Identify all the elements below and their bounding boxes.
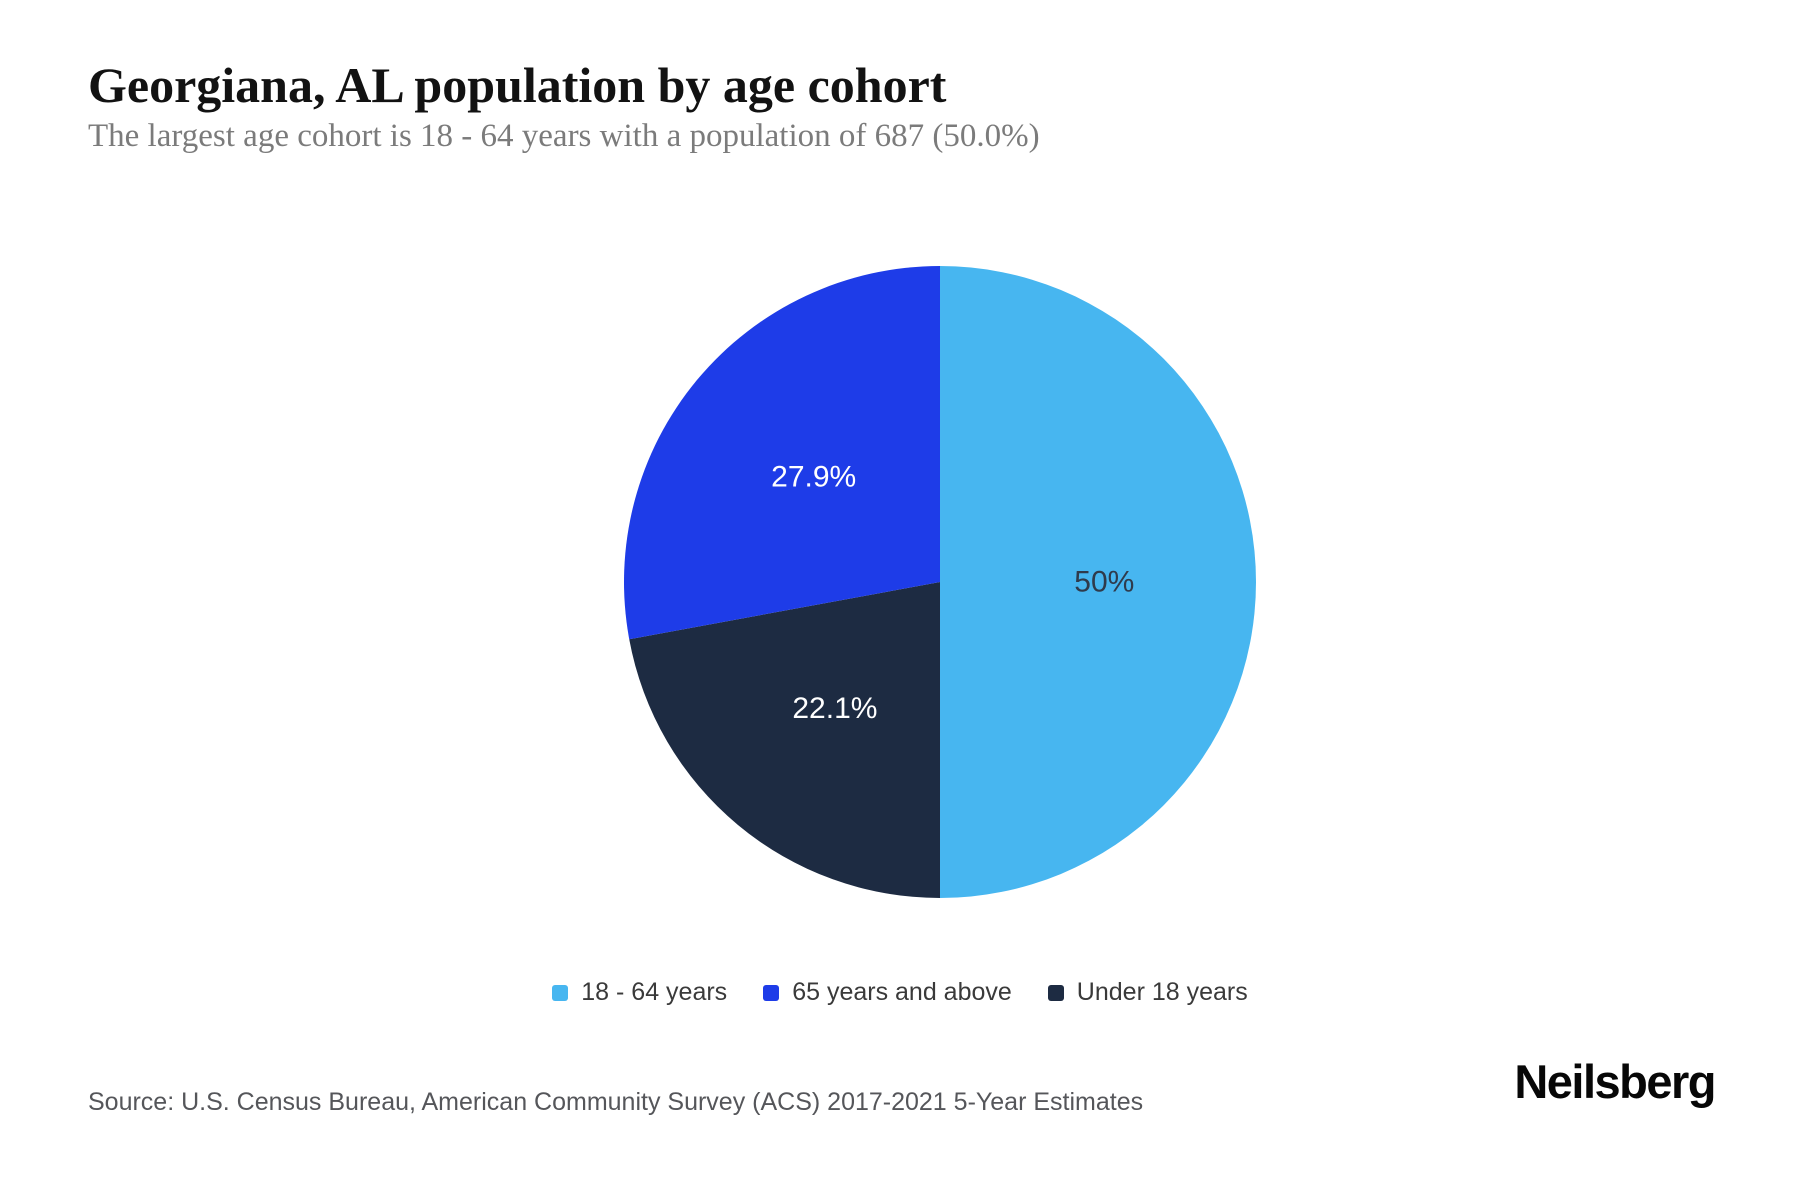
- brand-logo: Neilsberg: [1514, 1055, 1716, 1108]
- pie-chart-canvas: 50% 22.1% 27.9%: [623, 266, 1256, 898]
- legend-swatch-65-years-and-above: [763, 984, 780, 1001]
- pie-slice-under-18-years[interactable]: [629, 582, 940, 898]
- legend-swatch-under-18-years: [1047, 984, 1064, 1001]
- legend-swatch-18-64-years: [552, 984, 569, 1001]
- page-title: Georgiana, AL population by age cohort: [88, 57, 947, 113]
- legend-label: 18 - 64 years: [581, 978, 728, 1006]
- legend-label: Under 18 years: [1076, 978, 1248, 1006]
- pie-slice-label-65-years-and-above: 27.9%: [771, 460, 856, 493]
- source-note: Source: U.S. Census Bureau, American Com…: [88, 1088, 1144, 1116]
- legend-item-65-years-and-above[interactable]: 65 years and above: [763, 978, 1012, 1007]
- pie-slice-18-64-years[interactable]: [940, 266, 1256, 898]
- legend-item-under-18-years[interactable]: Under 18 years: [1047, 978, 1248, 1007]
- legend-item-18-64-years[interactable]: 18 - 64 years: [552, 978, 727, 1007]
- legend-label: 65 years and above: [792, 978, 1012, 1006]
- pie-slice-label-18-64-years: 50%: [1074, 566, 1134, 599]
- chart-legend: 18 - 64 years 65 years and above Under 1…: [0, 978, 1800, 1007]
- pie-slice-label-under-18-years: 22.1%: [792, 692, 877, 725]
- pie-slice-65-years-and-above[interactable]: [623, 266, 940, 640]
- page-subtitle: The largest age cohort is 18 - 64 years …: [88, 118, 1040, 154]
- pie-chart: 50% 22.1% 27.9%: [610, 252, 1270, 912]
